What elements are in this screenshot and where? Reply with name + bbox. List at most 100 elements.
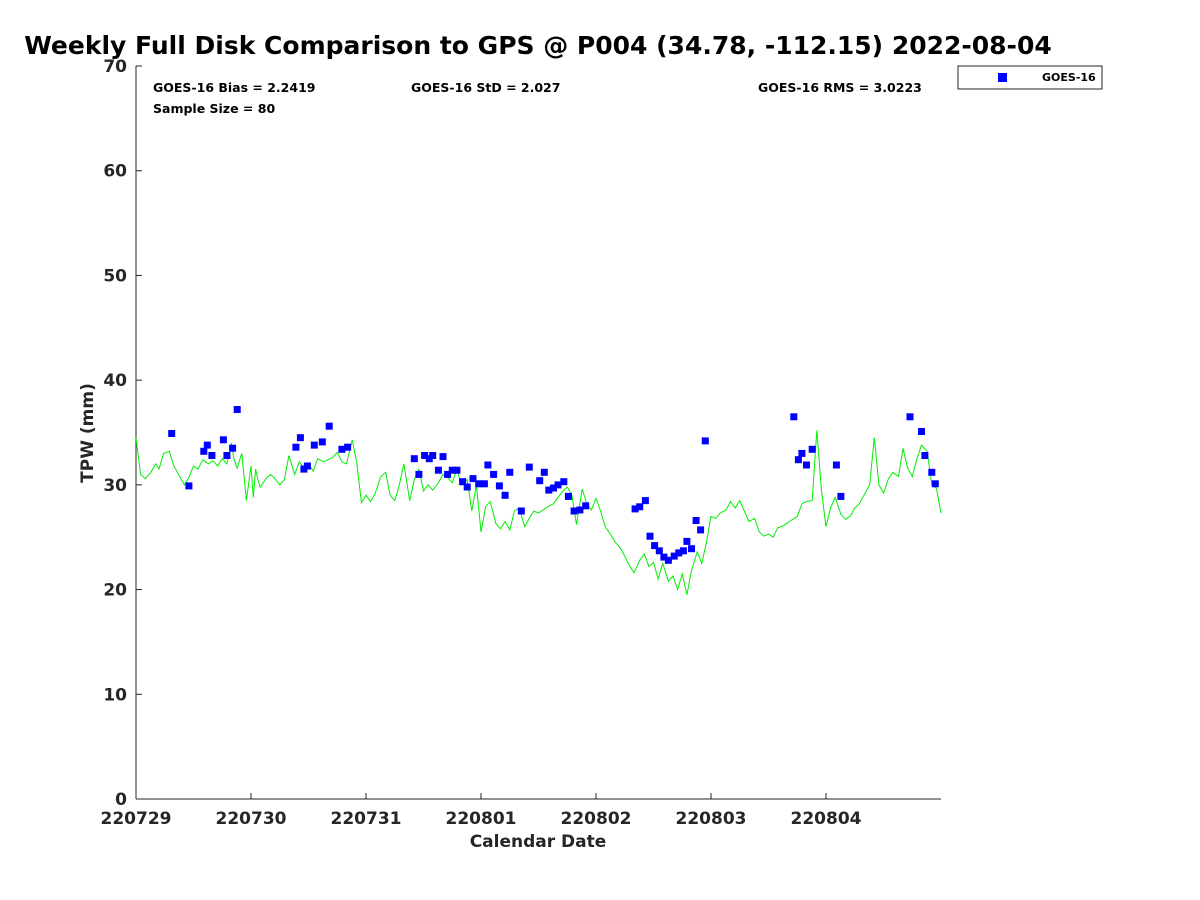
plot-area [135, 66, 941, 800]
goes16-point [837, 492, 845, 500]
goes16-point [664, 556, 672, 564]
x-axis-label: Calendar Date [470, 832, 607, 852]
goes16-point [692, 517, 700, 524]
plot-background [136, 66, 941, 799]
x-tick-label: 220729 [101, 809, 172, 829]
goes16-point [921, 452, 929, 459]
goes16-point [701, 437, 709, 445]
goes16-point [501, 491, 509, 499]
x-tick-label: 220804 [791, 809, 862, 829]
goes16-point [670, 552, 678, 560]
goes16-point [310, 441, 318, 449]
goes16-point [570, 507, 578, 515]
goes16-point [675, 549, 683, 557]
y-tick-label: 40 [103, 371, 127, 391]
x-tick-label: 220802 [561, 809, 632, 829]
goes16-point [292, 443, 300, 451]
goes16-point [200, 447, 208, 455]
goes16-point [560, 478, 568, 486]
goes16-point [459, 478, 467, 486]
x-axis-ticks: 220729 220730 220731 220801 220802 220803 2208… [101, 793, 862, 829]
goes16-point [918, 428, 925, 435]
goes16-point [303, 462, 311, 470]
x-tick-label: 220731 [331, 809, 402, 829]
goes16-point [429, 452, 437, 459]
goes16-point [928, 468, 936, 476]
goes16-point [931, 480, 939, 488]
y-axis-label: TPW (mm) [78, 383, 98, 483]
goes16-point [646, 532, 654, 540]
goes16-point [338, 445, 346, 453]
goes16-point [434, 466, 442, 474]
legend-marker-goes16 [998, 73, 1007, 82]
goes16-point [679, 547, 687, 555]
goes16-point [697, 526, 705, 534]
goes16-point [655, 547, 663, 555]
goes16-point [185, 482, 193, 490]
goes16-point [641, 497, 649, 505]
goes16-point [545, 486, 553, 494]
goes16-point [296, 434, 304, 442]
goes16-point [683, 537, 691, 545]
goes16-point [208, 452, 216, 459]
goes16-point [325, 422, 333, 430]
chart-title: Weekly Full Disk Comparison to GPS @ P00… [24, 31, 1051, 60]
sample-size-annotation: Sample Size = 80 [153, 101, 275, 116]
y-tick-label: 60 [103, 162, 127, 182]
y-tick-label: 50 [103, 266, 127, 286]
goes16-point [495, 482, 503, 490]
goes16-point [808, 445, 816, 453]
rms-annotation: GOES-16 RMS = 3.0223 [758, 80, 922, 95]
goes16-point [660, 553, 668, 561]
goes16-point [318, 438, 326, 446]
goes16-point [517, 507, 525, 515]
y-tick-label: 0 [115, 790, 127, 810]
std-annotation: GOES-16 StD = 2.027 [411, 80, 560, 95]
goes16-point [469, 475, 477, 483]
goes16-point [803, 461, 810, 469]
goes16-point [168, 430, 176, 437]
y-axis-ticks: 0 10 20 30 40 50 60 70 [103, 57, 142, 810]
goes16-point [832, 461, 840, 469]
goes16-series [168, 406, 939, 564]
gps-line-path [135, 430, 942, 595]
y-tick-label: 10 [103, 685, 127, 705]
goes16-point [444, 470, 452, 478]
y-tick-label: 20 [103, 581, 127, 601]
x-tick-label: 220801 [446, 809, 517, 829]
goes16-point [448, 466, 456, 474]
goes16-point [790, 413, 798, 421]
goes16-point [203, 441, 211, 449]
y-tick-label: 30 [103, 476, 127, 496]
goes16-point [582, 502, 590, 510]
gps-series [135, 430, 942, 595]
legend-label-goes16: GOES-16 [1042, 71, 1096, 84]
goes16-point [415, 470, 423, 478]
goes16-point [536, 477, 544, 485]
goes16-point [490, 470, 498, 478]
goes16-point [688, 545, 695, 553]
goes16-point [463, 483, 471, 491]
bias-annotation: GOES-16 Bias = 2.2419 [153, 80, 315, 95]
goes16-point [906, 413, 914, 421]
goes16-point [219, 436, 227, 444]
goes16-point [229, 444, 237, 452]
goes16-point [636, 503, 644, 511]
goes16-point [344, 443, 352, 451]
goes16-point [410, 455, 418, 463]
goes16-point [453, 466, 461, 474]
goes16-point [475, 480, 483, 488]
goes16-point [550, 484, 557, 492]
legend-box [957, 65, 1103, 90]
goes16-point [525, 463, 533, 471]
goes16-point [480, 480, 488, 488]
goes16-point [651, 542, 659, 550]
goes16-point [554, 481, 562, 489]
goes16-point [506, 468, 514, 476]
x-tick-label: 220730 [216, 809, 287, 829]
goes16-point [484, 461, 492, 469]
goes16-point [421, 452, 429, 459]
goes16-point [564, 492, 572, 500]
goes16-point [798, 449, 806, 457]
